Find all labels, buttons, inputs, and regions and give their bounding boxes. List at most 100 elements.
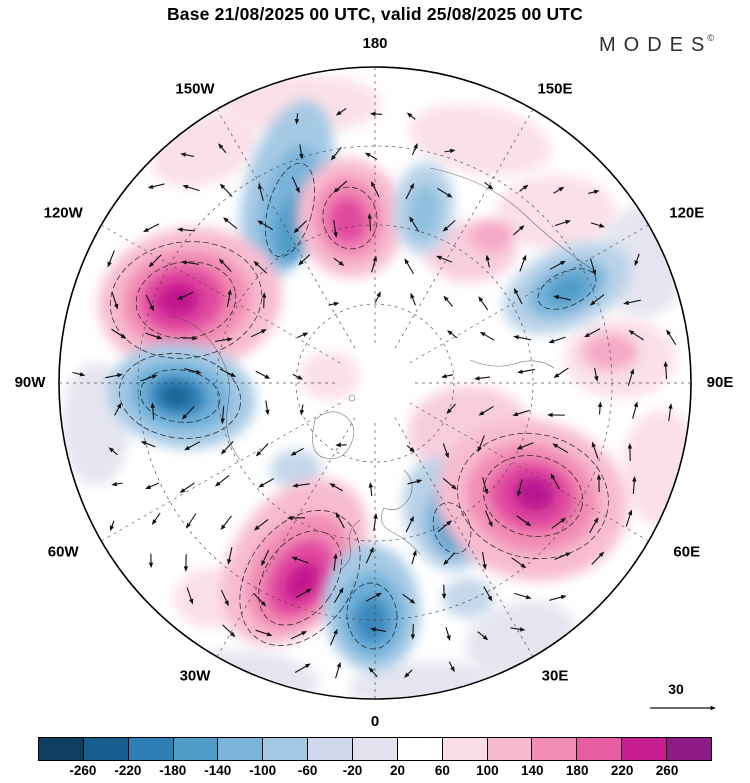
wind-arrow-head bbox=[329, 483, 336, 488]
wind-arrow-head bbox=[444, 452, 449, 459]
wind-arrow-head bbox=[120, 334, 127, 339]
contour-ring bbox=[139, 369, 221, 423]
wind-arrow-head bbox=[560, 594, 567, 600]
wind-arrow-head bbox=[451, 484, 457, 490]
coastline bbox=[312, 411, 355, 459]
coastline-island bbox=[348, 394, 356, 402]
contour-ring bbox=[264, 162, 316, 258]
colorbar-swatch bbox=[39, 738, 84, 760]
wind-arrow-head bbox=[214, 481, 221, 487]
wind-arrow-shaft bbox=[329, 631, 337, 646]
wind-arrow-head bbox=[223, 217, 229, 223]
wind-arrow-head bbox=[299, 153, 304, 160]
contour-ring bbox=[118, 353, 242, 439]
wind-arrow-head bbox=[410, 292, 415, 299]
wind-arrow-head bbox=[183, 566, 189, 572]
colorbar-tick-label: 180 bbox=[565, 763, 589, 778]
longitude-label: 120W bbox=[44, 204, 84, 221]
contour-ring bbox=[432, 502, 472, 554]
contour-ring bbox=[322, 186, 378, 250]
wind-arrow-head bbox=[553, 295, 560, 300]
colorbar-tick-label: 220 bbox=[610, 763, 634, 778]
anomaly-region bbox=[354, 597, 390, 643]
colorbar-swatch bbox=[442, 738, 488, 760]
wind-arrow-shaft bbox=[215, 338, 231, 342]
wind-arrow-head bbox=[227, 558, 232, 565]
wind-arrow-head bbox=[584, 332, 590, 338]
logo-text: MODES bbox=[599, 34, 713, 56]
anomaly-region bbox=[442, 578, 494, 618]
contour-lines bbox=[109, 162, 609, 650]
wind-arrow-head bbox=[598, 551, 605, 558]
colorbar-swatch bbox=[353, 738, 398, 760]
longitude-label: 150W bbox=[175, 80, 215, 97]
colorbar-swatch bbox=[397, 738, 443, 760]
wind-arrow-head bbox=[151, 519, 157, 525]
wind-arrow-shaft bbox=[290, 631, 305, 640]
wind-arrow-head bbox=[488, 521, 493, 528]
wind-arrow-head bbox=[479, 331, 486, 337]
wind-arrow-head bbox=[338, 587, 344, 594]
wind-arrow-head bbox=[224, 600, 229, 607]
wind-arrow-shaft bbox=[295, 220, 307, 232]
colorbar-tick-label: 140 bbox=[521, 763, 544, 778]
reference-vector: 30 bbox=[650, 681, 716, 711]
anomaly-region bbox=[328, 197, 368, 243]
wind-arrow-head bbox=[195, 369, 202, 375]
wind-arrow-head bbox=[589, 300, 596, 306]
longitude-label: 90E bbox=[707, 374, 734, 391]
wind-arrow-head bbox=[335, 442, 341, 448]
wind-arrow-head bbox=[376, 592, 382, 598]
wind-arrow-head bbox=[443, 559, 449, 566]
colorbar-tick-label: -140 bbox=[204, 763, 232, 778]
colorbar-tick-label: -100 bbox=[249, 763, 277, 778]
wind-arrow-head bbox=[409, 216, 415, 223]
wind-arrow-shaft bbox=[551, 336, 566, 343]
wind-arrow-head bbox=[525, 594, 532, 600]
wind-arrow-head bbox=[593, 189, 600, 195]
coastline bbox=[429, 167, 595, 271]
map-area bbox=[60, 68, 690, 698]
wind-arrow-head bbox=[150, 402, 155, 408]
colorbar-tick-label: 20 bbox=[389, 763, 405, 778]
wind-arrow-head bbox=[156, 335, 163, 340]
wind-arrow-head bbox=[227, 337, 233, 342]
wind-arrow-head bbox=[192, 336, 198, 341]
wind-arrow-shaft bbox=[591, 553, 603, 565]
longitude-label: 30E bbox=[542, 668, 569, 685]
wind-arrow-head bbox=[294, 118, 300, 125]
wind-arrow-head bbox=[330, 154, 336, 161]
colorbar-tick-label: 100 bbox=[476, 763, 499, 778]
contour-ring bbox=[457, 432, 609, 560]
wind-arrow-head bbox=[116, 402, 122, 409]
wind-arrow-shaft bbox=[556, 296, 571, 301]
longitude-labels: 180 150W 150E 120W 120E 90W 90E 60W 60E 30W 30E 0 bbox=[15, 35, 734, 730]
wind-arrow-head bbox=[442, 226, 449, 232]
wind-arrow-head bbox=[145, 484, 152, 490]
colorbar-swatch bbox=[622, 738, 668, 760]
wind-arrow-head bbox=[109, 525, 115, 532]
colorbar-swatch bbox=[83, 738, 129, 760]
wind-arrow-head bbox=[368, 481, 373, 488]
wind-arrow-head bbox=[367, 213, 372, 219]
wind-arrow-head bbox=[218, 143, 224, 149]
wind-arrow-shaft bbox=[291, 176, 299, 191]
wind-arrow-head bbox=[623, 300, 630, 305]
wind-arrow-head bbox=[293, 227, 299, 234]
wind-arrow-shaft bbox=[632, 478, 636, 495]
wind-arrow-head bbox=[260, 329, 267, 334]
wind-arrow-head bbox=[633, 401, 639, 408]
anomaly-region bbox=[407, 184, 441, 240]
wind-arrow-head bbox=[265, 409, 270, 416]
wind-arrow-shaft bbox=[373, 515, 377, 531]
coastlines bbox=[169, 167, 595, 571]
coastline bbox=[339, 519, 361, 571]
wind-arrow-head bbox=[373, 513, 378, 519]
wind-arrow-head bbox=[149, 305, 154, 312]
wind-arrow-head bbox=[560, 517, 567, 523]
longitude-label: 60W bbox=[48, 543, 80, 560]
wind-arrow-head bbox=[627, 443, 633, 449]
contour-ring bbox=[482, 455, 584, 537]
wind-arrow-head bbox=[370, 180, 376, 187]
